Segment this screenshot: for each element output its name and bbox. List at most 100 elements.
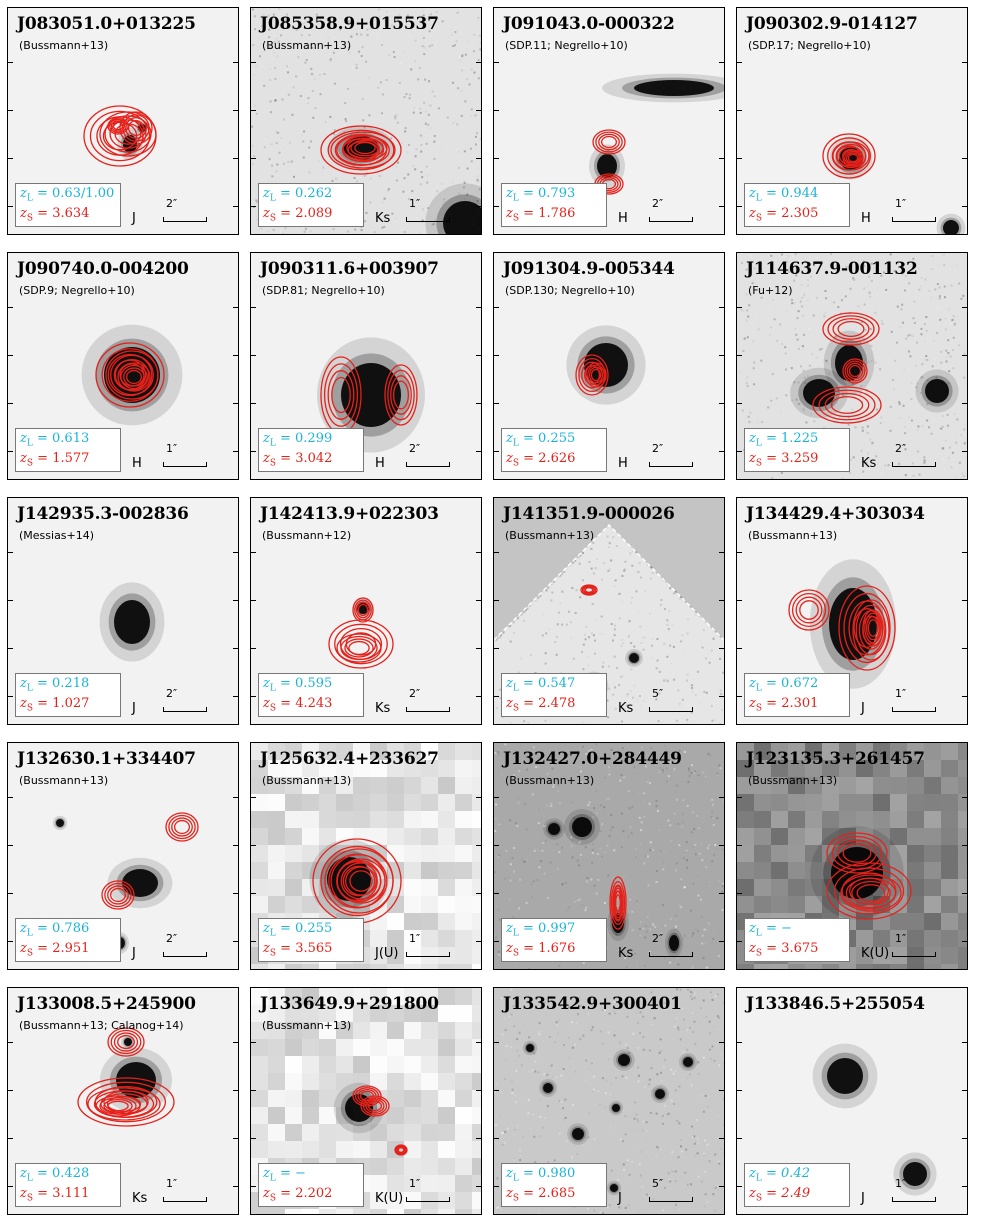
contour (125, 369, 143, 385)
axis-tick (233, 797, 238, 798)
scale-label: 1″ (409, 197, 421, 210)
axis-tick (962, 307, 967, 308)
axis-tick (8, 110, 13, 111)
axis-tick (719, 1138, 724, 1139)
contour (585, 362, 607, 388)
contour (848, 364, 862, 378)
axis-tick (476, 307, 481, 308)
axis-tick (494, 552, 499, 553)
scale-bar (163, 707, 207, 712)
contour (575, 354, 609, 396)
lens-redshift: zL = 0.299 (263, 431, 333, 449)
source-redshift: zS = 1.577 (20, 451, 90, 469)
panel-reference: (SDP.11; Negrello+10) (505, 39, 628, 52)
contour (598, 133, 620, 151)
panel-title: J090740.0-004200 (17, 259, 189, 279)
source-redshift: zS = 2.49 (749, 1186, 811, 1204)
axis-tick (737, 355, 742, 356)
axis-tick (8, 206, 13, 207)
image-panel: J141351.9-000026 (Bussmann+13) zL = 0.547 z… (493, 497, 725, 725)
contour (93, 1090, 155, 1118)
contour (822, 312, 880, 346)
contour (331, 376, 351, 414)
contour (845, 877, 897, 909)
contour (105, 350, 159, 400)
axis-tick (494, 600, 499, 601)
redshift-box: zL = 0.786 zS = 2.951 (15, 918, 121, 962)
contour (587, 364, 605, 386)
panel-reference: (SDP.81; Negrello+10) (262, 284, 385, 297)
panel-reference: (Bussmann+13) (262, 1019, 352, 1032)
image-panel: J083051.0+013225 (Bussmann+13) zL = 0.63/1… (7, 7, 239, 235)
scale-bar (406, 217, 450, 222)
axis-tick (251, 941, 256, 942)
axis-tick (737, 1186, 742, 1187)
contour (822, 133, 876, 179)
band-label: Ks (618, 701, 634, 716)
scale-label: 1″ (895, 932, 907, 945)
lens-redshift: zL = − (749, 921, 792, 939)
axis-tick (494, 355, 499, 356)
contour (610, 881, 626, 925)
band-label: J (861, 701, 865, 716)
axis-tick (737, 1042, 742, 1043)
scale-bar (892, 462, 936, 467)
contour (612, 884, 624, 922)
contour (613, 887, 623, 919)
contour (327, 370, 355, 420)
contour (580, 584, 598, 596)
panel-title: J142935.3-002836 (17, 504, 189, 524)
contour (112, 121, 124, 131)
axis-tick (494, 307, 499, 308)
axis-tick (719, 1090, 724, 1091)
axis-tick (737, 893, 742, 894)
panel-reference: (Bussmann+13) (19, 39, 109, 52)
contour (342, 135, 388, 161)
contour (323, 363, 359, 427)
axis-tick (962, 845, 967, 846)
image-panel: J142413.9+022303 (Bussmann+12) zL = 0.595 z… (250, 497, 482, 725)
contour (104, 882, 132, 908)
axis-tick (737, 158, 742, 159)
band-label: Ks (132, 1191, 148, 1206)
redshift-box: zL = 0.613 zS = 1.577 (15, 428, 121, 472)
source-redshift: zS = 1.027 (20, 696, 90, 714)
contour (122, 114, 150, 142)
axis-tick (719, 110, 724, 111)
contour (107, 117, 129, 135)
source-redshift: zS = 1.676 (506, 941, 576, 959)
redshift-box: zL = 0.997 zS = 1.676 (501, 918, 607, 962)
contour (354, 141, 376, 155)
axis-tick (737, 451, 742, 452)
panel-title: J091304.9-005344 (503, 259, 675, 279)
axis-tick (8, 62, 13, 63)
axis-tick (494, 62, 499, 63)
contour (340, 635, 378, 661)
axis-tick (476, 941, 481, 942)
axis-tick (719, 600, 724, 601)
axis-tick (251, 158, 256, 159)
panel-reference: (Bussmann+13; Calanog+14) (19, 1019, 184, 1032)
contour (330, 854, 388, 908)
axis-tick (494, 1042, 499, 1043)
axis-tick (962, 1090, 967, 1091)
contour (109, 119, 147, 149)
contour (795, 596, 823, 624)
contour (842, 149, 864, 167)
redshift-box: zL = 0.299 zS = 3.042 (258, 428, 364, 472)
source-redshift: zS = 3.111 (20, 1186, 90, 1204)
axis-tick (476, 696, 481, 697)
contour (590, 368, 602, 382)
contour (336, 134, 390, 166)
axis-tick (737, 941, 742, 942)
axis-tick (476, 110, 481, 111)
axis-tick (233, 893, 238, 894)
panel-title: J133846.5+255054 (746, 994, 925, 1014)
contour (840, 874, 902, 912)
panel-reference: (Fu+12) (748, 284, 793, 297)
axis-tick (251, 62, 256, 63)
axis-tick (8, 696, 13, 697)
contour (107, 1100, 129, 1112)
contour (826, 832, 888, 874)
axis-tick (737, 307, 742, 308)
